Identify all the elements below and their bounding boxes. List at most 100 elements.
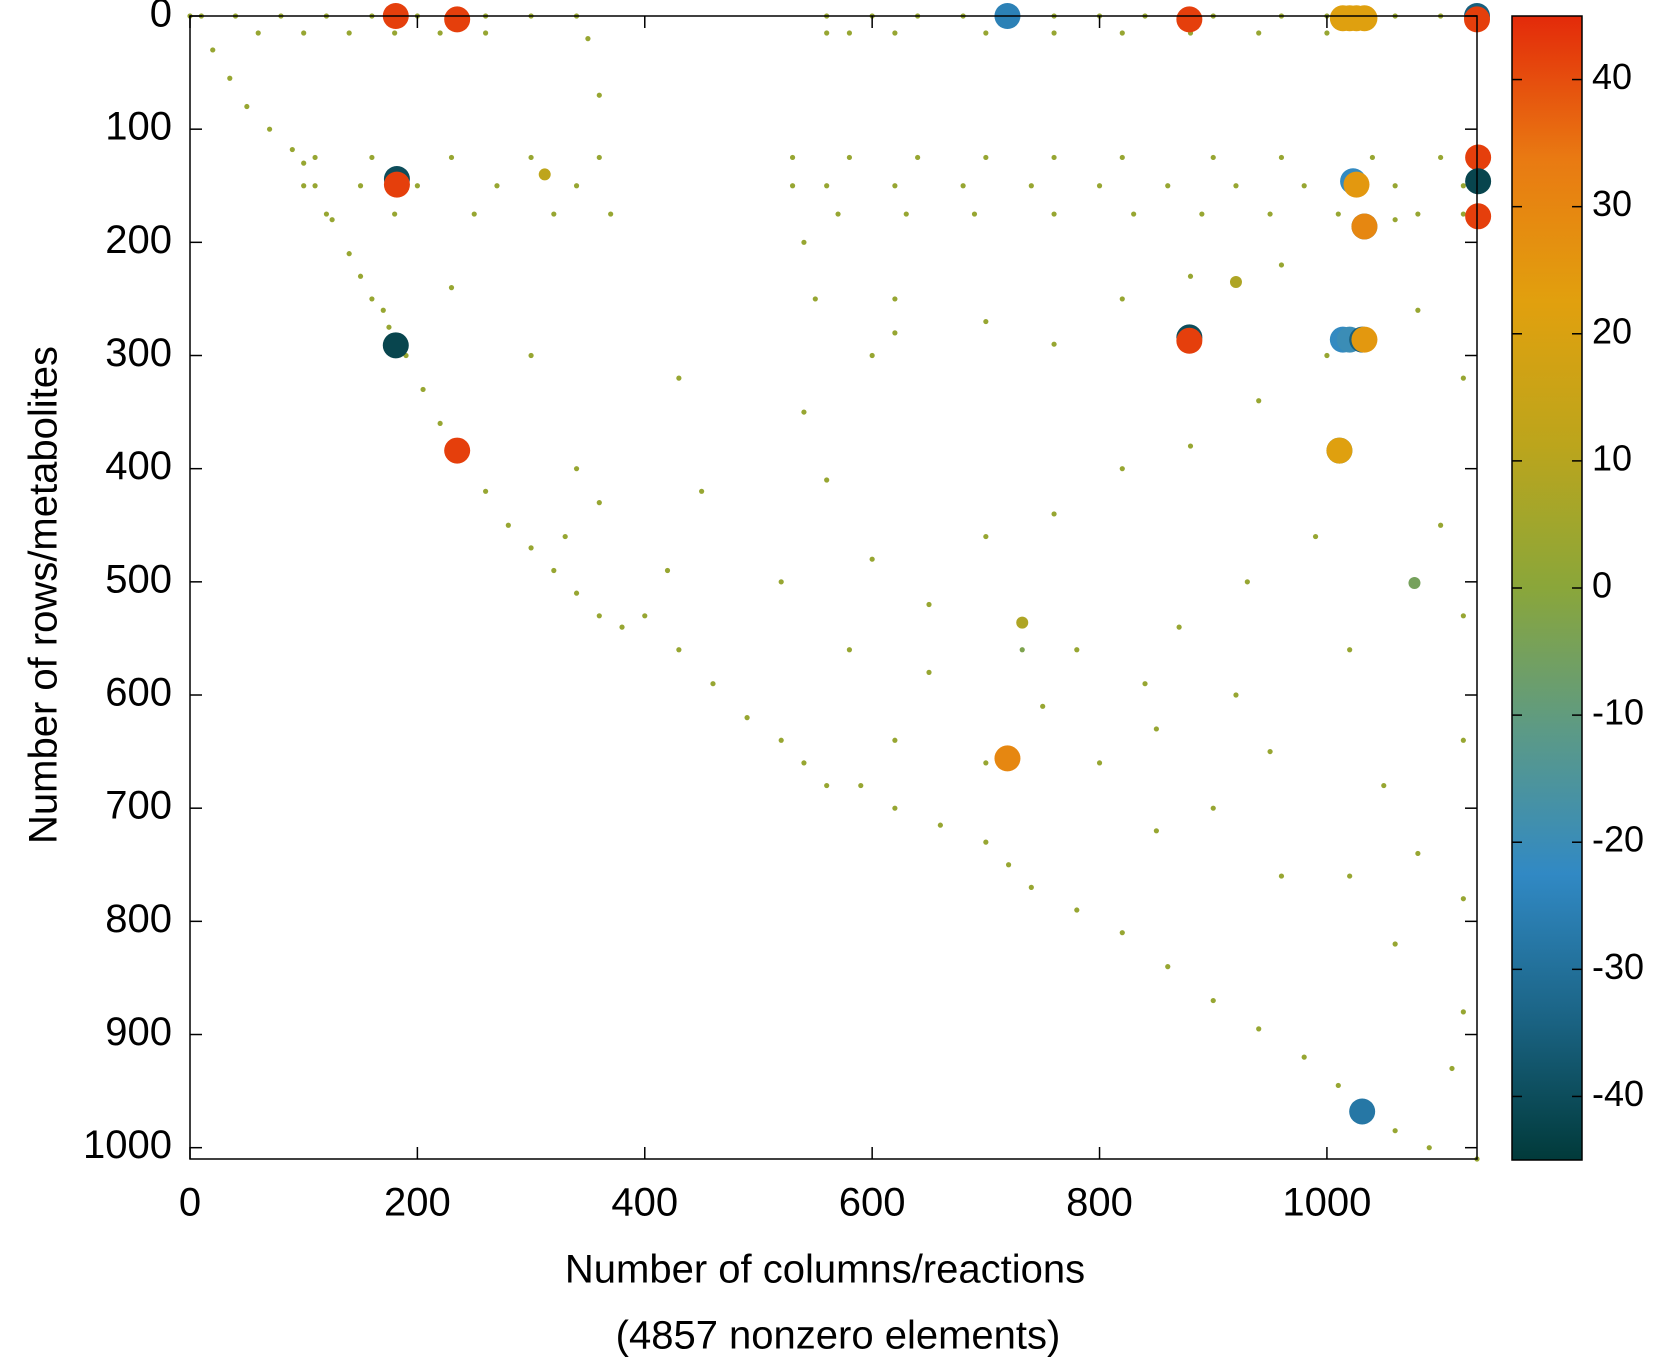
point bbox=[789, 183, 796, 189]
point bbox=[1351, 5, 1378, 32]
point bbox=[369, 154, 375, 161]
point bbox=[1256, 1026, 1262, 1032]
point bbox=[1392, 941, 1398, 947]
point bbox=[1176, 327, 1203, 354]
y-tick-label: 500 bbox=[105, 557, 172, 601]
point bbox=[835, 211, 841, 217]
point bbox=[301, 30, 307, 36]
colorbar-tick-label: 30 bbox=[1592, 183, 1632, 224]
colorbar-tick-label: 20 bbox=[1592, 310, 1632, 351]
point bbox=[301, 160, 307, 166]
point bbox=[1351, 326, 1378, 353]
colorbar-tick-label: 0 bbox=[1592, 565, 1612, 606]
point bbox=[915, 154, 921, 161]
point bbox=[744, 715, 750, 721]
point bbox=[1176, 624, 1182, 630]
point bbox=[1347, 873, 1353, 879]
point bbox=[983, 318, 989, 325]
point bbox=[846, 154, 853, 161]
point bbox=[1415, 307, 1421, 313]
point bbox=[1312, 533, 1319, 540]
point bbox=[505, 522, 511, 528]
point bbox=[983, 760, 989, 766]
point bbox=[382, 332, 409, 359]
point bbox=[1016, 616, 1029, 629]
point bbox=[1324, 30, 1330, 36]
point bbox=[210, 47, 216, 53]
point bbox=[1256, 398, 1262, 404]
point bbox=[789, 154, 796, 161]
point bbox=[1301, 183, 1307, 189]
point bbox=[1051, 154, 1057, 161]
point bbox=[971, 211, 978, 217]
point bbox=[1187, 273, 1194, 279]
point bbox=[357, 183, 364, 189]
colorbar-tick-label: -30 bbox=[1592, 946, 1644, 987]
x-tick-label: 600 bbox=[839, 1181, 906, 1225]
point bbox=[1119, 930, 1125, 936]
colorbar bbox=[1511, 15, 1583, 1161]
point bbox=[1165, 183, 1171, 189]
point bbox=[1335, 1082, 1341, 1089]
colorbar-tick-label: -10 bbox=[1592, 692, 1644, 733]
point bbox=[551, 567, 557, 574]
point bbox=[846, 30, 853, 36]
point bbox=[1460, 375, 1466, 381]
x-tick-label: 400 bbox=[611, 1181, 678, 1225]
point bbox=[538, 168, 551, 181]
point bbox=[1335, 211, 1341, 217]
point bbox=[824, 30, 830, 36]
colorbar-tick-label: -40 bbox=[1592, 1073, 1644, 1114]
point bbox=[994, 745, 1021, 772]
point bbox=[383, 171, 410, 198]
point bbox=[801, 409, 807, 415]
point bbox=[1051, 30, 1057, 36]
x-axis-sublabel: (4857 nonzero elements) bbox=[616, 1314, 1061, 1358]
point bbox=[1074, 907, 1080, 913]
point bbox=[1051, 341, 1057, 347]
point bbox=[1028, 884, 1034, 890]
point bbox=[801, 239, 807, 245]
x-axis-label: Number of columns/reactions bbox=[565, 1248, 1085, 1292]
point bbox=[1278, 262, 1285, 268]
x-tick-label: 0 bbox=[179, 1181, 201, 1225]
point bbox=[778, 737, 784, 743]
point bbox=[573, 590, 580, 596]
point bbox=[596, 613, 602, 619]
point bbox=[1460, 211, 1466, 217]
colorbar-tick-label: 40 bbox=[1592, 56, 1632, 97]
point bbox=[1153, 726, 1159, 732]
point bbox=[1392, 217, 1398, 223]
point bbox=[1028, 183, 1034, 189]
point bbox=[528, 545, 534, 551]
point bbox=[1415, 850, 1421, 857]
point bbox=[414, 183, 420, 189]
point bbox=[1278, 154, 1285, 161]
colorbar-tick-label: 10 bbox=[1592, 437, 1632, 478]
point bbox=[1119, 154, 1125, 161]
point bbox=[1229, 275, 1242, 288]
point bbox=[676, 375, 682, 381]
point bbox=[1051, 211, 1057, 217]
point bbox=[1465, 144, 1492, 171]
x-tick-label: 1000 bbox=[1282, 1181, 1371, 1225]
point bbox=[1199, 211, 1205, 217]
point bbox=[596, 154, 602, 161]
point bbox=[1176, 6, 1203, 33]
point bbox=[357, 273, 364, 279]
point bbox=[1347, 647, 1353, 653]
point bbox=[392, 30, 398, 36]
point bbox=[824, 782, 830, 789]
point bbox=[448, 154, 455, 161]
point bbox=[346, 30, 352, 36]
point bbox=[1324, 352, 1330, 359]
point bbox=[1051, 511, 1057, 517]
point bbox=[1381, 782, 1387, 789]
point bbox=[1343, 171, 1370, 198]
point bbox=[1142, 681, 1148, 687]
point bbox=[255, 30, 261, 36]
point bbox=[1351, 213, 1378, 240]
point bbox=[585, 36, 591, 42]
x-tick-label: 800 bbox=[1066, 1181, 1133, 1225]
point bbox=[642, 613, 648, 619]
